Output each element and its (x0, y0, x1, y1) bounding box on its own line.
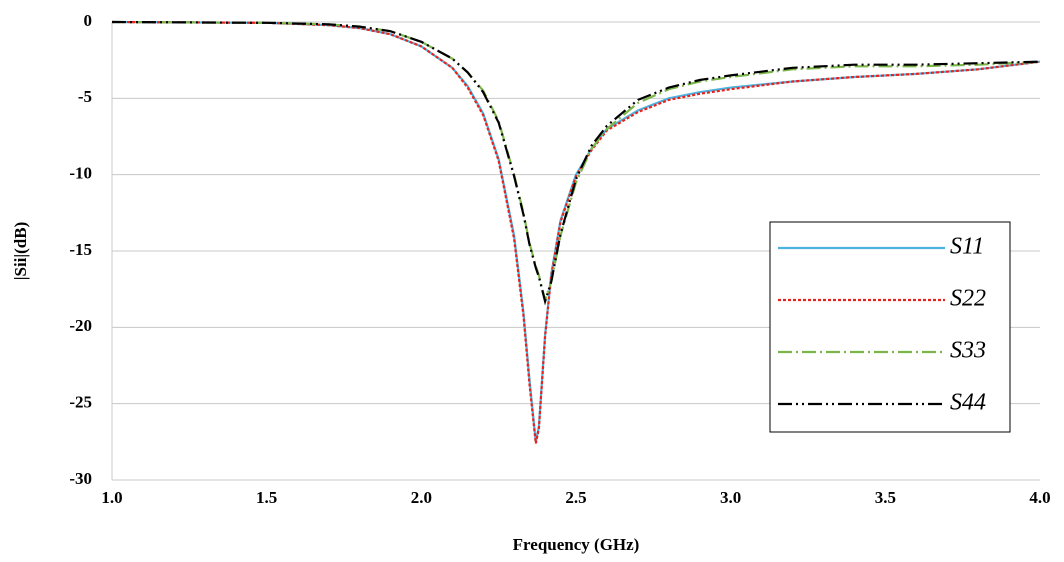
x-tick-label: 1.0 (101, 488, 122, 507)
legend-label: S22 (950, 286, 986, 312)
x-tick-label: 2.5 (565, 488, 586, 507)
legend-label: S33 (950, 338, 986, 364)
y-tick-label: -10 (69, 164, 92, 183)
y-tick-label: -30 (69, 469, 92, 488)
x-tick-label: 3.5 (875, 488, 896, 507)
series-line (111, 20, 1041, 444)
x-tick-label: 1.5 (256, 488, 277, 507)
series-line (111, 20, 1041, 306)
legend-label: S44 (950, 390, 986, 416)
y-tick-label: 0 (84, 11, 93, 30)
y-tick-label: -15 (69, 240, 92, 259)
legend-box (769, 221, 1011, 433)
y-axis-label: |Sii|(dB) (11, 222, 30, 281)
y-tick-label: -25 (69, 393, 92, 412)
x-tick-label: 2.0 (411, 488, 432, 507)
y-tick-label: -5 (78, 87, 92, 106)
x-axis-label: Frequency (GHz) (513, 535, 640, 554)
x-tick-label: 4.0 (1029, 488, 1050, 507)
x-tick-label: 3.0 (720, 488, 741, 507)
y-tick-label: -20 (69, 316, 92, 335)
legend-label: S11 (950, 234, 984, 260)
